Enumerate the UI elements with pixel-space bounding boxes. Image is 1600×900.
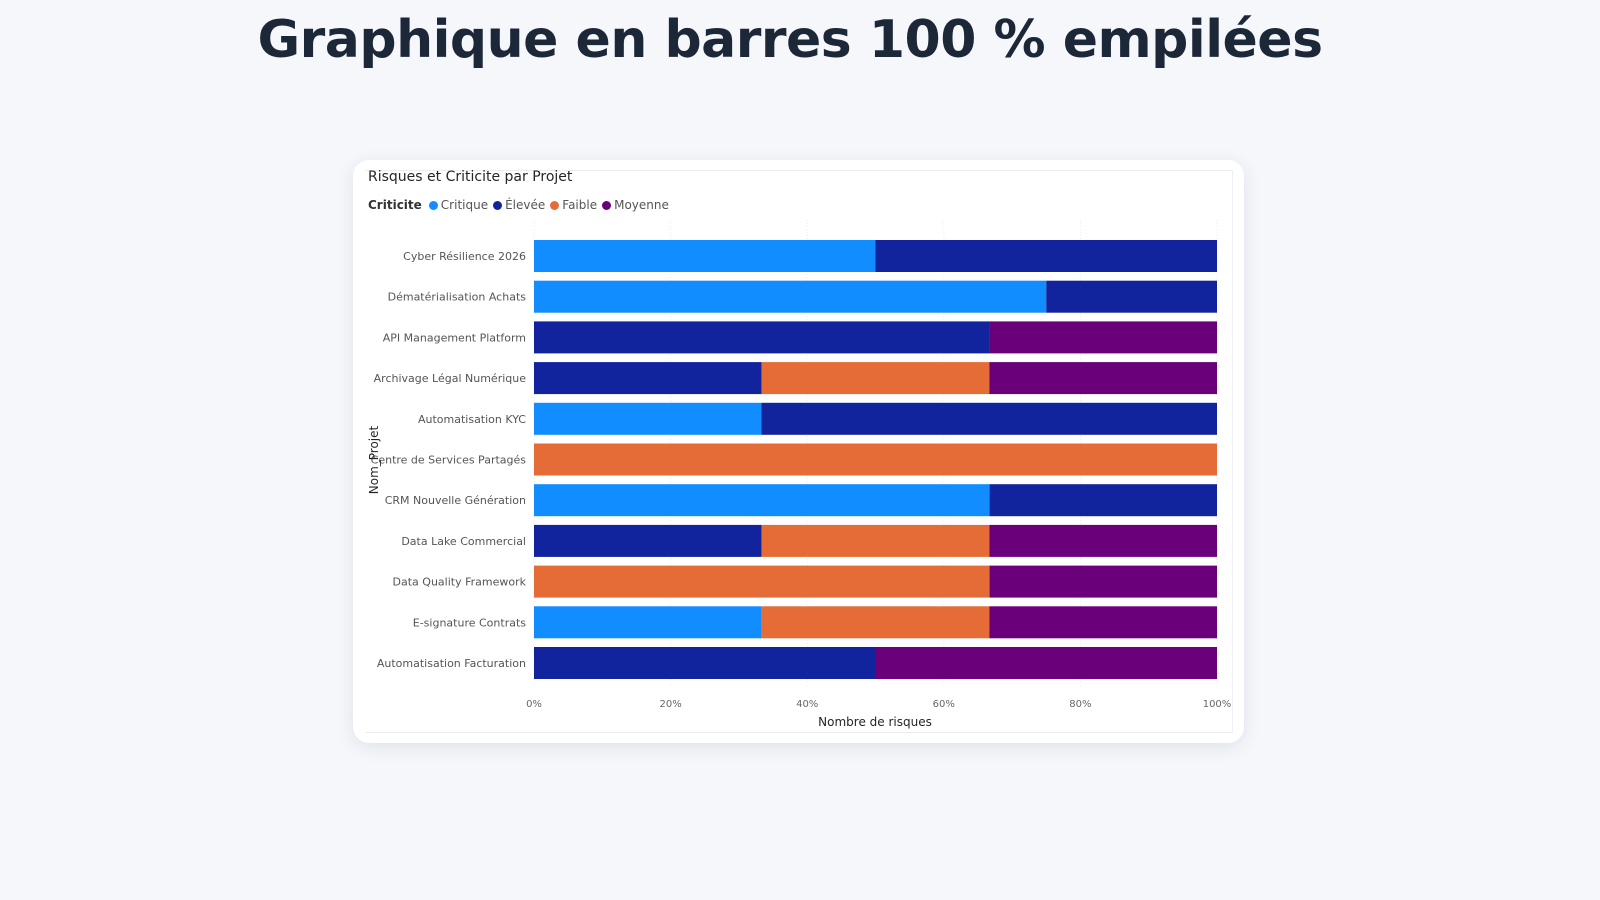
bar-cyber-resilience-2026-elevee[interactable] bbox=[875, 240, 1218, 272]
bars bbox=[534, 240, 1217, 679]
bar-data-lake-commercial-faible[interactable] bbox=[761, 524, 990, 557]
legend-dot-moyenne bbox=[602, 200, 612, 210]
bar-data-lake-commercial-moyenne[interactable] bbox=[989, 524, 1217, 557]
category-label-dematerialisation-achats: Dématérialisation Achats bbox=[388, 291, 527, 304]
bar-data-quality-framework-faible[interactable] bbox=[534, 565, 990, 598]
legend-item-moyenne[interactable]: Moyenne bbox=[602, 198, 669, 212]
x-tick-labels: 0% 20% 40% 60% 80% 100% bbox=[526, 699, 1231, 710]
x-tick-label: 100% bbox=[1203, 699, 1232, 710]
legend: Criticite Critique Élevée Faible Moyenne bbox=[368, 197, 674, 213]
x-tick-label: 60% bbox=[933, 699, 955, 710]
category-label-cyber-resilience-2026: Cyber Résilience 2026 bbox=[403, 250, 526, 263]
x-tick-label: 20% bbox=[659, 699, 681, 710]
page-title: Graphique en barres 100 % empilées bbox=[257, 10, 1323, 70]
chart-title: Risques et Criticite par Projet bbox=[368, 169, 573, 185]
legend-label-moyenne: Moyenne bbox=[614, 198, 669, 212]
bar-centre-de-services-partages-faible[interactable] bbox=[534, 443, 1217, 476]
bar-crm-nouvelle-generation-critique[interactable] bbox=[534, 484, 990, 517]
category-label-api-management-platform: API Management Platform bbox=[383, 331, 526, 344]
legend-dot-faible bbox=[550, 200, 560, 210]
bar-data-quality-framework-moyenne[interactable] bbox=[989, 565, 1217, 598]
bar-automatisation-facturation-moyenne[interactable] bbox=[875, 647, 1218, 679]
category-label-data-quality-framework: Data Quality Framework bbox=[393, 576, 527, 589]
y-axis-title: Nom_Projet bbox=[367, 425, 381, 494]
bar-automatisation-kyc-elevee[interactable] bbox=[761, 402, 1217, 435]
legend-item-elevee[interactable]: Élevée bbox=[493, 198, 545, 212]
x-tick-label: 40% bbox=[796, 699, 818, 710]
bar-automatisation-facturation-elevee[interactable] bbox=[534, 647, 876, 679]
bar-dematerialisation-achats-elevee[interactable] bbox=[1046, 280, 1217, 313]
category-label-data-lake-commercial: Data Lake Commercial bbox=[401, 535, 526, 548]
category-labels: Cyber Résilience 2026 Dématérialisation A… bbox=[371, 250, 527, 670]
x-axis-title: Nombre de risques bbox=[818, 715, 932, 729]
legend-item-faible[interactable]: Faible bbox=[550, 198, 597, 212]
bar-crm-nouvelle-generation-elevee[interactable] bbox=[989, 484, 1217, 517]
bar-e-signature-contrats-critique[interactable] bbox=[534, 606, 762, 639]
x-tick-label: 0% bbox=[526, 699, 542, 710]
bar-e-signature-contrats-moyenne[interactable] bbox=[989, 606, 1217, 639]
category-label-crm-nouvelle-generation: CRM Nouvelle Génération bbox=[385, 494, 526, 507]
bar-data-lake-commercial-elevee[interactable] bbox=[534, 524, 762, 557]
bar-api-management-platform-moyenne[interactable] bbox=[989, 321, 1217, 354]
bar-api-management-platform-elevee[interactable] bbox=[534, 321, 990, 354]
bar-automatisation-kyc-critique[interactable] bbox=[534, 402, 762, 435]
category-label-centre-de-services-partages: Centre de Services Partagés bbox=[371, 454, 527, 467]
legend-label-critique: Critique bbox=[440, 198, 489, 212]
category-label-e-signature-contrats: E-signature Contrats bbox=[413, 616, 527, 629]
category-label-archivage-legal-numerique: Archivage Légal Numérique bbox=[374, 372, 527, 385]
bar-dematerialisation-achats-critique[interactable] bbox=[534, 280, 1047, 313]
bar-archivage-legal-numerique-moyenne[interactable] bbox=[989, 362, 1217, 395]
bar-cyber-resilience-2026-critique[interactable] bbox=[534, 240, 876, 272]
category-label-automatisation-facturation: Automatisation Facturation bbox=[377, 657, 526, 670]
legend-item-critique[interactable]: Critique bbox=[428, 198, 489, 212]
legend-label-faible: Faible bbox=[562, 198, 598, 212]
bar-e-signature-contrats-faible[interactable] bbox=[761, 606, 990, 639]
bar-archivage-legal-numerique-elevee[interactable] bbox=[534, 362, 762, 395]
category-label-automatisation-kyc: Automatisation KYC bbox=[418, 413, 526, 426]
legend-dot-elevee bbox=[493, 200, 503, 210]
chart-card-frame bbox=[365, 170, 1233, 733]
legend-dot-critique bbox=[428, 200, 438, 210]
bar-archivage-legal-numerique-faible[interactable] bbox=[761, 362, 990, 395]
legend-label-elevee: Élevée bbox=[505, 198, 546, 212]
legend-title: Criticite bbox=[368, 198, 422, 212]
x-tick-label: 80% bbox=[1069, 699, 1091, 710]
